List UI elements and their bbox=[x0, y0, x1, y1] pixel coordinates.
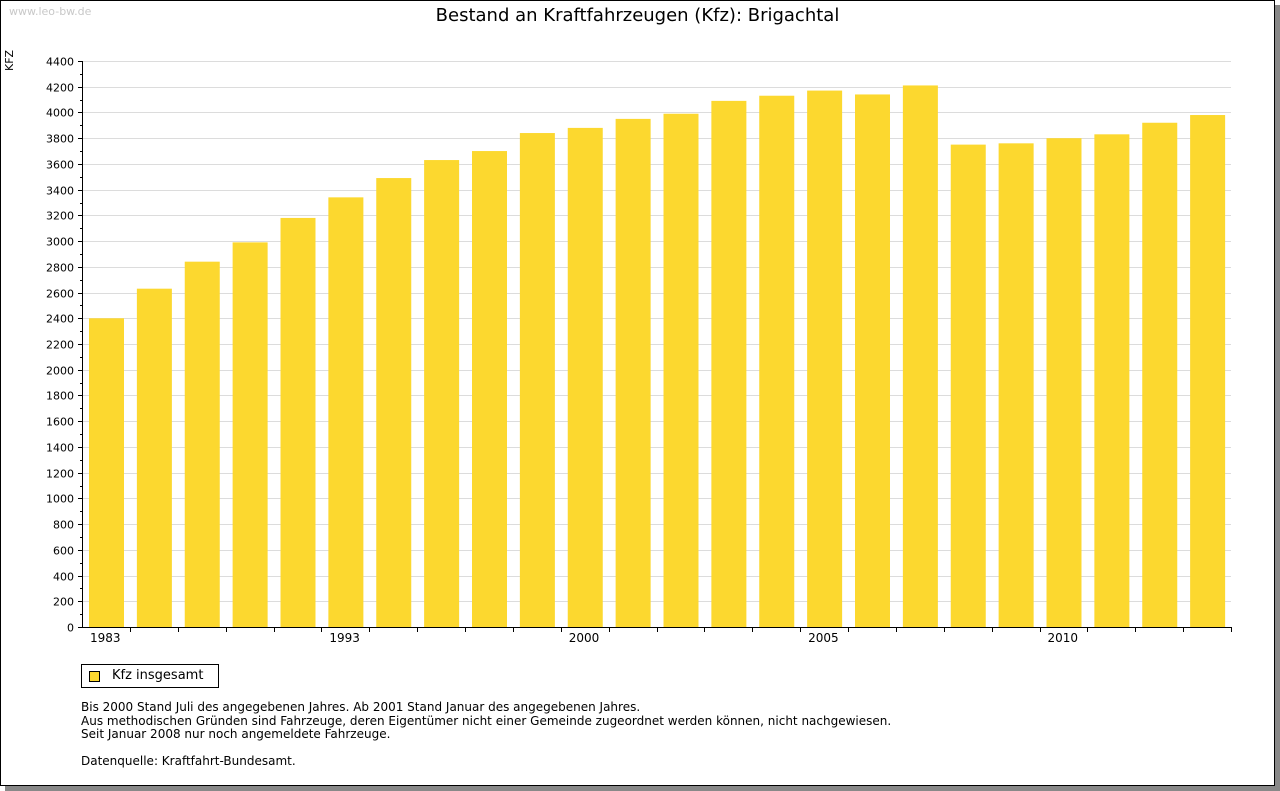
x-tick-label: 2010 bbox=[1048, 631, 1079, 645]
y-tick-label: 4200 bbox=[46, 82, 74, 95]
chart-title: Bestand an Kraftfahrzeugen (Kfz): Brigac… bbox=[435, 5, 840, 26]
bar bbox=[424, 160, 460, 628]
y-tick-label: 3000 bbox=[46, 236, 74, 249]
bar bbox=[567, 127, 603, 628]
bar bbox=[950, 144, 986, 627]
y-tick-label: 4400 bbox=[46, 56, 74, 69]
bar bbox=[759, 95, 795, 628]
bar bbox=[1094, 134, 1130, 627]
bar bbox=[711, 100, 747, 628]
y-tick-label: 600 bbox=[53, 545, 74, 558]
x-tick-label: 1993 bbox=[329, 631, 360, 645]
y-tick-label: 3600 bbox=[46, 159, 74, 172]
x-tick-label: 1983 bbox=[90, 631, 121, 645]
y-tick-label: 2600 bbox=[46, 288, 74, 301]
bar bbox=[280, 217, 316, 627]
bar bbox=[328, 197, 364, 627]
y-tick-label: 4000 bbox=[46, 107, 74, 120]
y-tick-label: 1600 bbox=[46, 416, 74, 429]
x-tick-label: 2000 bbox=[569, 631, 600, 645]
footnote: Bis 2000 Stand Juli des angegebenen Jahr… bbox=[81, 700, 641, 714]
footnotes: Bis 2000 Stand Juli des angegebenen Jahr… bbox=[81, 700, 892, 769]
y-tick-label: 1800 bbox=[46, 390, 74, 403]
y-tick-label: 3200 bbox=[46, 210, 74, 223]
bar bbox=[902, 85, 938, 627]
y-tick-label: 1400 bbox=[46, 442, 74, 455]
y-tick-label: 2800 bbox=[46, 262, 74, 275]
bar bbox=[232, 242, 268, 628]
y-tick-label: 3800 bbox=[46, 133, 74, 146]
y-tick-label: 1000 bbox=[46, 493, 74, 506]
y-tick-label: 0 bbox=[67, 622, 74, 635]
legend-label: Kfz insgesamt bbox=[112, 668, 204, 683]
data-source: Datenquelle: Kraftfahrt-Bundesamt. bbox=[81, 754, 296, 768]
bar bbox=[519, 133, 555, 627]
y-tick-label: 2400 bbox=[46, 313, 74, 326]
bar bbox=[855, 94, 890, 628]
bar bbox=[1142, 122, 1178, 627]
bar bbox=[184, 261, 220, 627]
bar-chart: 0 200 400 600 800 1000 1200 1400 1600 1800 2000 220… bbox=[46, 56, 1232, 645]
bar bbox=[807, 90, 843, 627]
x-tick-label: 2005 bbox=[808, 631, 839, 645]
bar bbox=[136, 288, 172, 627]
bar bbox=[615, 118, 651, 628]
bar bbox=[998, 143, 1034, 627]
bar bbox=[376, 178, 412, 628]
y-tick-label: 1200 bbox=[46, 468, 74, 481]
legend: Kfz insgesamt bbox=[81, 664, 219, 688]
y-tick-label: 800 bbox=[53, 519, 74, 532]
y-tick-label: 200 bbox=[53, 596, 74, 609]
footnote: Aus methodischen Gründen sind Fahrzeuge,… bbox=[81, 713, 892, 728]
watermark: www.leo-bw.de bbox=[9, 5, 92, 18]
y-tick-label: 400 bbox=[53, 571, 74, 584]
y-tick-label: 2000 bbox=[46, 365, 74, 378]
bar bbox=[472, 151, 507, 627]
legend-swatch bbox=[89, 671, 100, 682]
bar bbox=[89, 318, 124, 627]
bar bbox=[1046, 138, 1082, 627]
y-tick-label: 2200 bbox=[46, 339, 74, 352]
bar bbox=[1190, 115, 1226, 627]
footnote: Seit Januar 2008 nur noch angemeldete Fa… bbox=[81, 727, 391, 741]
y-tick-label: 3400 bbox=[46, 185, 74, 198]
bar bbox=[663, 113, 699, 627]
